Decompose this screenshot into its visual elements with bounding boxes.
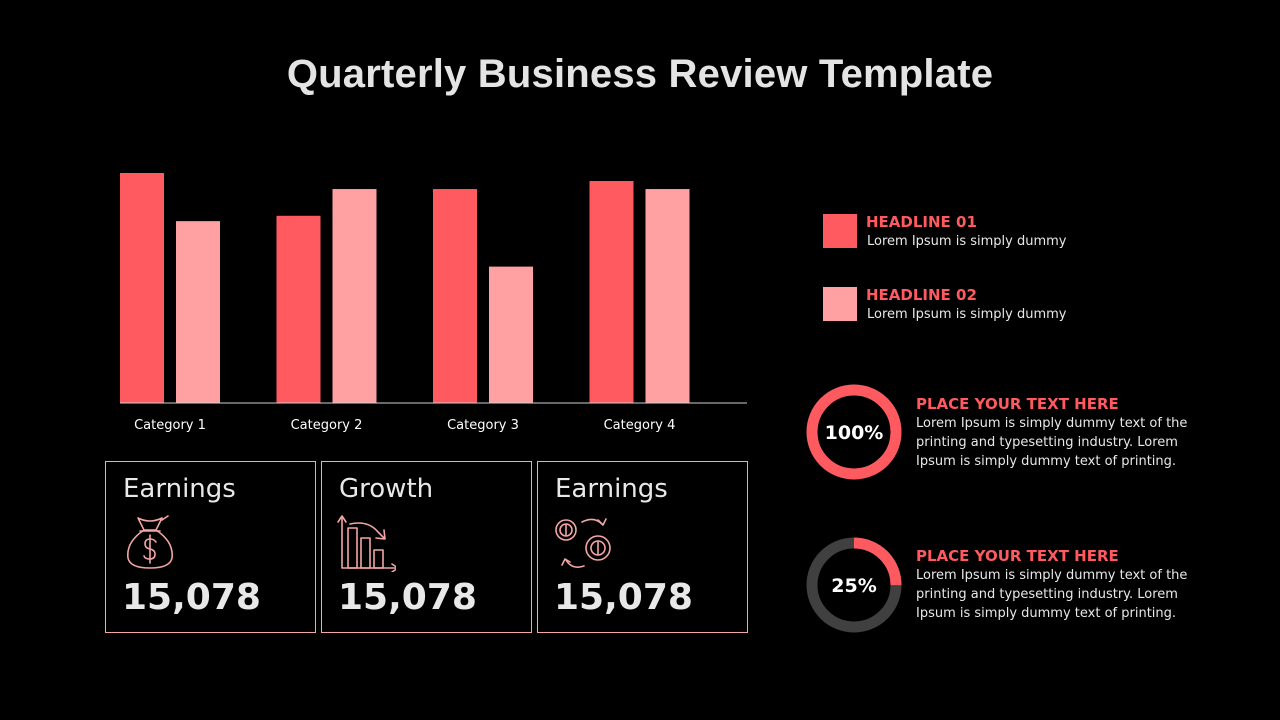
category-label-2: Category 2	[291, 418, 363, 433]
info-headline: PLACE YOUR TEXT HERE	[916, 395, 1119, 413]
ring-percent-label: 100%	[825, 422, 884, 444]
legend-headline-1: HEADLINE 01	[866, 213, 977, 231]
kpi-card-earnings: Earnings 15,078	[105, 461, 316, 633]
ring-progress-arc	[806, 384, 902, 480]
info-headline: PLACE YOUR TEXT HERE	[916, 547, 1119, 565]
bar-series2-cat4	[645, 189, 690, 403]
money-bag-icon	[127, 515, 173, 569]
legend-headline-2: HEADLINE 02	[866, 286, 977, 304]
coins-exchange-icon	[555, 518, 611, 568]
bar-series1-cat2	[276, 215, 321, 403]
info-text: Lorem Ipsum is simply dummy text of the …	[916, 568, 1188, 621]
info-block-2: PLACE YOUR TEXT HERE Lorem Ipsum is simp…	[916, 547, 1216, 623]
bar-chart-decline-icon	[337, 515, 396, 572]
kpi-value: 15,078	[338, 577, 477, 618]
kpi-value: 15,078	[554, 577, 693, 618]
legend-swatch-1	[823, 214, 857, 248]
kpi-card-growth: Growth 15,078	[321, 461, 532, 633]
kpi-label: Growth	[339, 474, 434, 504]
category-label-1: Category 1	[134, 418, 206, 433]
bar-series2-cat1	[176, 221, 220, 403]
kpi-card-earnings-2: Earnings 15,078	[537, 461, 748, 633]
legend-text-1: Lorem Ipsum is simply dummy	[867, 234, 1067, 249]
bar-series2-cat3	[489, 266, 533, 403]
legend-text-2: Lorem Ipsum is simply dummy	[867, 307, 1067, 322]
bar-series1-cat1	[120, 173, 164, 403]
category-label-3: Category 3	[447, 418, 519, 433]
kpi-value: 15,078	[122, 577, 261, 618]
category-label-4: Category 4	[604, 418, 676, 433]
kpi-label: Earnings	[123, 474, 236, 504]
bar-series1-cat4	[589, 181, 634, 403]
legend-swatch-2	[823, 287, 857, 321]
info-block-1: PLACE YOUR TEXT HERE Lorem Ipsum is simp…	[916, 395, 1216, 471]
ring-percent-label: 25%	[831, 575, 876, 597]
progress-ring-2: 25%	[806, 537, 902, 633]
bar-series2-cat2	[332, 189, 377, 403]
kpi-label: Earnings	[555, 474, 668, 504]
bar-chart: Category 1 Category 2 Category 3 Category 4	[120, 173, 747, 433]
progress-ring-1: 100%	[806, 384, 902, 480]
ring-progress-arc	[806, 537, 902, 633]
bar-series1-cat3	[433, 189, 477, 403]
info-text: Lorem Ipsum is simply dummy text of the …	[916, 416, 1188, 469]
page-title: Quarterly Business Review Template	[286, 52, 994, 96]
